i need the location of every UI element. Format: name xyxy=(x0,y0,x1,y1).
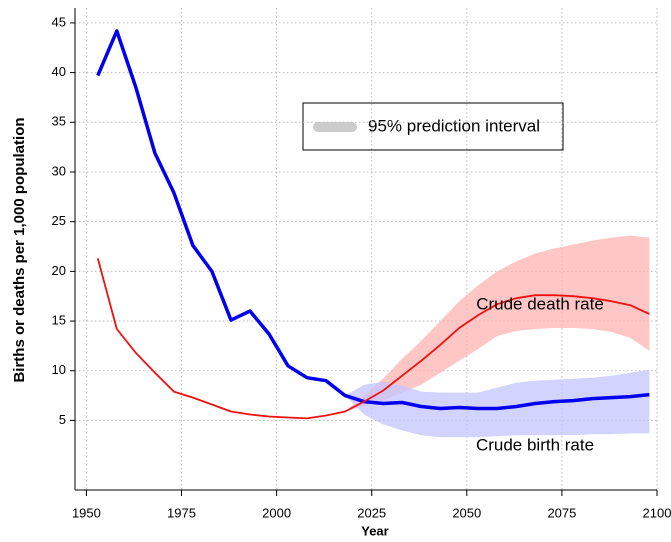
legend-label: 95% prediction interval xyxy=(368,116,540,135)
y-tick-label: 10 xyxy=(52,362,66,377)
y-tick-label: 15 xyxy=(52,312,66,327)
y-tick-label: 25 xyxy=(52,213,66,228)
prediction-band xyxy=(345,369,650,438)
y-tick-label: 20 xyxy=(52,263,66,278)
x-tick-label: 1950 xyxy=(72,505,101,520)
x-tick-label: 2000 xyxy=(262,505,291,520)
series-label: Crude death rate xyxy=(476,294,604,313)
y-axis-label: Births or deaths per 1,000 population xyxy=(11,117,28,382)
prediction-band xyxy=(345,235,650,412)
series-line xyxy=(96,258,650,420)
y-tick-label: 35 xyxy=(52,114,66,129)
y-tick-label: 45 xyxy=(52,14,66,29)
x-tick-label: 2050 xyxy=(452,505,481,520)
y-tick-label: 30 xyxy=(52,163,66,178)
y-tick-label: 40 xyxy=(52,64,66,79)
series-line xyxy=(96,29,650,411)
x-axis-label: Year xyxy=(361,523,388,538)
x-tick-label: 2100 xyxy=(643,505,671,520)
y-tick-label: 5 xyxy=(59,412,66,427)
series-label: Crude birth rate xyxy=(476,435,594,454)
x-tick-label: 1975 xyxy=(167,505,196,520)
x-tick-label: 2075 xyxy=(547,505,576,520)
x-tick-label: 2025 xyxy=(357,505,386,520)
